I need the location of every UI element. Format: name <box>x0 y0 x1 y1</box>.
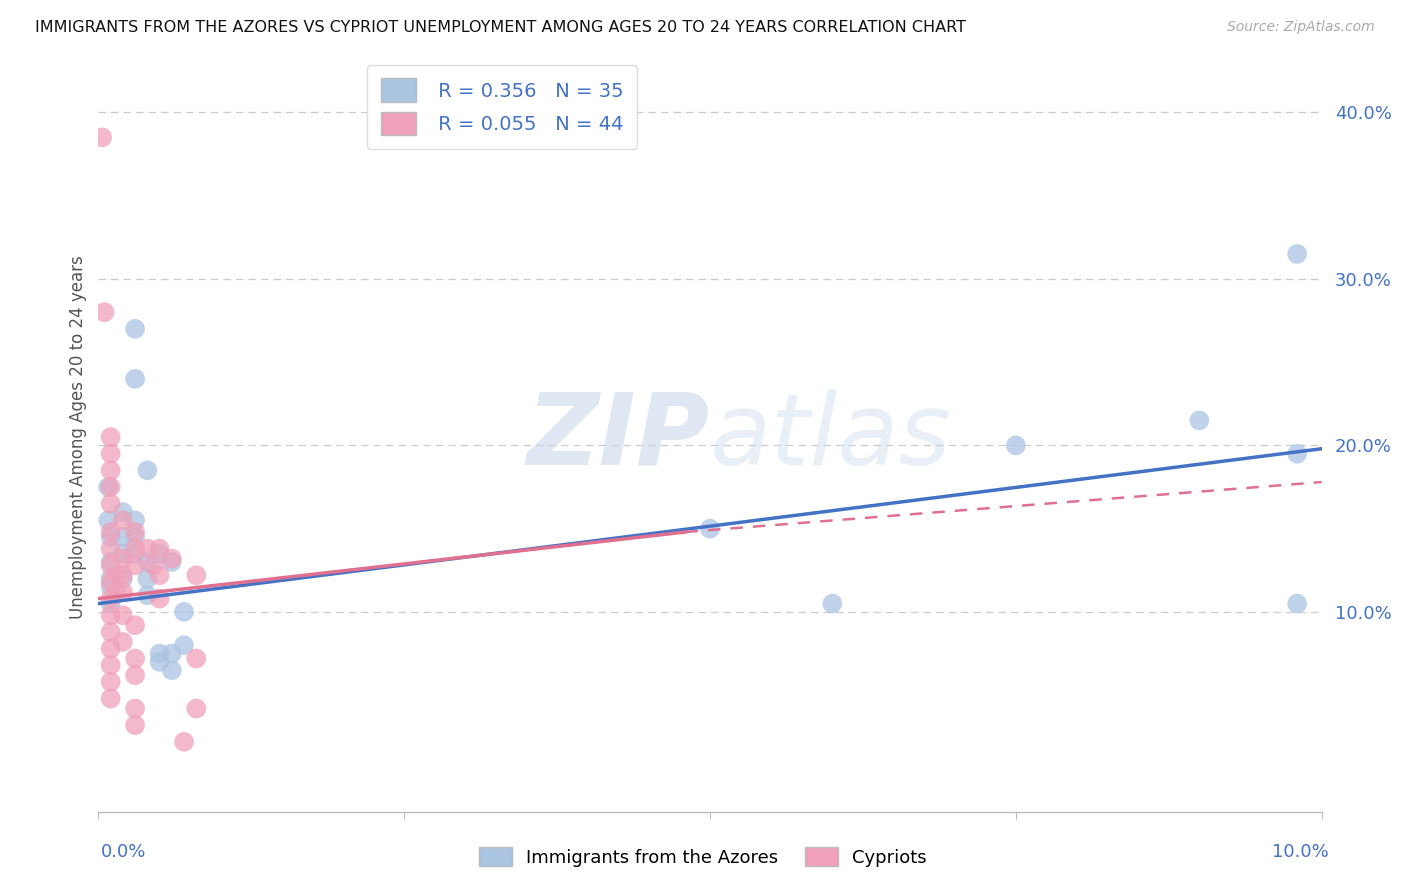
Point <box>111 585 134 599</box>
Point <box>100 591 122 606</box>
Text: 10.0%: 10.0% <box>1272 843 1329 861</box>
Point <box>173 605 195 619</box>
Point <box>149 591 172 606</box>
Point <box>100 430 122 444</box>
Point <box>111 530 134 544</box>
Point <box>186 651 208 665</box>
Point <box>124 524 146 539</box>
Point <box>100 463 122 477</box>
Point <box>142 558 165 573</box>
Text: IMMIGRANTS FROM THE AZORES VS CYPRIOT UNEMPLOYMENT AMONG AGES 20 TO 24 YEARS COR: IMMIGRANTS FROM THE AZORES VS CYPRIOT UN… <box>35 20 966 35</box>
Point <box>124 558 146 573</box>
Point <box>821 597 844 611</box>
Point <box>111 551 134 566</box>
Point <box>100 558 122 573</box>
Text: ZIP: ZIP <box>527 389 710 485</box>
Point <box>100 497 122 511</box>
Point <box>160 663 183 677</box>
Point <box>111 513 134 527</box>
Point <box>186 568 208 582</box>
Point <box>1286 597 1309 611</box>
Point <box>124 513 146 527</box>
Point <box>100 480 122 494</box>
Point <box>124 547 146 561</box>
Point <box>149 547 172 561</box>
Point <box>1188 413 1211 427</box>
Point <box>1286 247 1309 261</box>
Point <box>93 305 115 319</box>
Point <box>111 635 134 649</box>
Y-axis label: Unemployment Among Ages 20 to 24 years: Unemployment Among Ages 20 to 24 years <box>69 255 87 619</box>
Point <box>160 555 183 569</box>
Point <box>136 588 159 602</box>
Point <box>136 555 159 569</box>
Point <box>136 463 159 477</box>
Point <box>111 505 134 519</box>
Text: Source: ZipAtlas.com: Source: ZipAtlas.com <box>1227 20 1375 34</box>
Point <box>699 522 721 536</box>
Point <box>124 701 146 715</box>
Point <box>149 647 172 661</box>
Point <box>100 658 122 673</box>
Text: atlas: atlas <box>710 389 952 485</box>
Point <box>105 585 128 599</box>
Point <box>100 691 122 706</box>
Point <box>100 555 122 569</box>
Point <box>136 541 159 556</box>
Point <box>1004 438 1026 452</box>
Point <box>1286 447 1309 461</box>
Point <box>91 130 114 145</box>
Point <box>124 618 146 632</box>
Point <box>100 447 122 461</box>
Point <box>111 608 134 623</box>
Point <box>100 572 122 586</box>
Point <box>124 530 146 544</box>
Legend: Immigrants from the Azores, Cypriots: Immigrants from the Azores, Cypriots <box>472 840 934 874</box>
Point <box>100 608 122 623</box>
Legend:  R = 0.356   N = 35,  R = 0.055   N = 44: R = 0.356 N = 35, R = 0.055 N = 44 <box>367 64 637 149</box>
Point <box>100 641 122 656</box>
Point <box>97 480 120 494</box>
Point <box>124 718 146 732</box>
Point <box>124 541 146 556</box>
Point <box>97 513 120 527</box>
Point <box>124 322 146 336</box>
Point <box>124 651 146 665</box>
Point <box>173 735 195 749</box>
Point <box>100 624 122 639</box>
Point <box>100 541 122 556</box>
Point <box>111 568 134 582</box>
Point <box>136 572 159 586</box>
Point <box>160 551 183 566</box>
Point <box>111 547 134 561</box>
Point <box>105 568 128 582</box>
Point <box>149 541 172 556</box>
Point <box>124 668 146 682</box>
Point <box>111 572 134 586</box>
Point <box>100 597 122 611</box>
Text: 0.0%: 0.0% <box>101 843 146 861</box>
Point <box>100 530 122 544</box>
Point <box>149 655 172 669</box>
Point <box>100 674 122 689</box>
Point <box>173 638 195 652</box>
Point <box>100 574 122 589</box>
Point <box>100 524 122 539</box>
Point <box>100 580 122 594</box>
Point <box>124 372 146 386</box>
Point <box>149 568 172 582</box>
Point <box>160 647 183 661</box>
Point <box>186 701 208 715</box>
